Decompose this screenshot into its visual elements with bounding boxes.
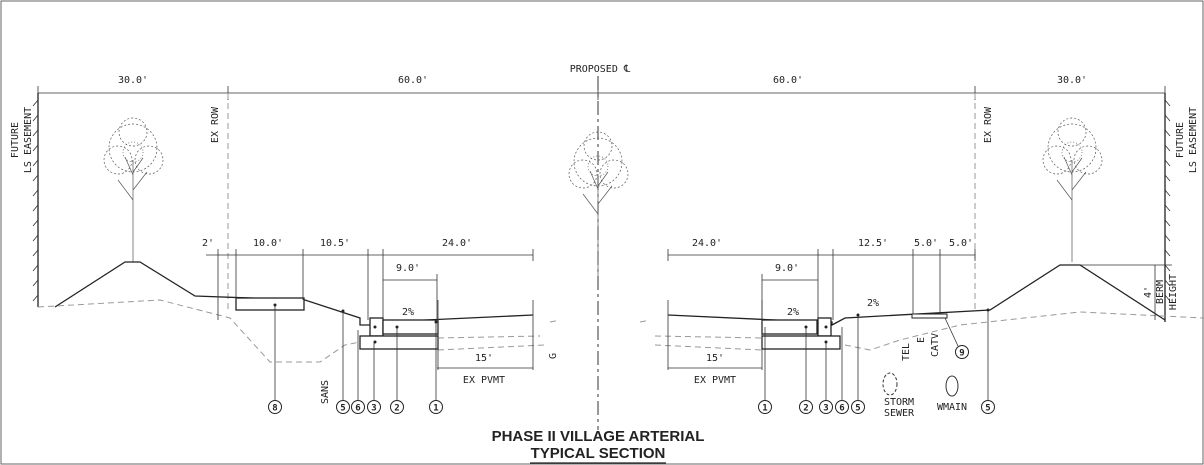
dim-label: 12.5' xyxy=(858,238,888,249)
berm-label: 4' xyxy=(1143,286,1154,298)
dim-label: 30.0' xyxy=(118,75,148,86)
dim-label: 60.0' xyxy=(398,75,428,86)
utility-label: WMAIN xyxy=(937,402,967,413)
easement-right: FUTURE LS EASEMENT xyxy=(1164,93,1199,322)
dim-label: EX PVMT xyxy=(694,375,736,386)
dim-label: 10.5' xyxy=(320,238,350,249)
dim-label: 15' xyxy=(706,353,724,364)
centerline-label: PROPOSED ℄ xyxy=(570,64,631,75)
dim-label: 5.0' xyxy=(949,238,973,249)
dim-label: 5.0' xyxy=(914,238,938,249)
berm-height: 4' BERM HEIGHT xyxy=(1080,264,1179,320)
dim-label: 15' xyxy=(475,353,493,364)
dim-label: 24.0' xyxy=(692,238,722,249)
title-line: TYPICAL SECTION xyxy=(531,445,666,462)
row-label: EX ROW xyxy=(983,106,994,143)
tree xyxy=(103,117,164,262)
easement-label: LS EASEMENT xyxy=(1188,107,1199,173)
callout: 1 xyxy=(762,404,767,414)
berm-label: HEIGHT xyxy=(1168,274,1179,310)
slope-label: 2% xyxy=(402,307,414,318)
dim-label: 24.0' xyxy=(442,238,472,249)
left-dimensions: 2' 10.0' 10.5' 24.0' 9.0' 2% 15' EX PVMT xyxy=(202,238,534,386)
callout: 3 xyxy=(371,404,376,414)
callout: 5 xyxy=(855,404,860,414)
easement-label: FUTURE xyxy=(10,122,21,158)
callout: 8 xyxy=(272,404,277,414)
dim-label: 9.0' xyxy=(775,263,799,274)
callout: 5 xyxy=(985,404,990,414)
callout: 9 xyxy=(959,349,964,359)
callout: 2 xyxy=(394,404,399,414)
easement-label: LS EASEMENT xyxy=(23,107,34,173)
callout: 6 xyxy=(839,404,844,414)
right-callouts: 1 2 3 6 5 9 5 xyxy=(758,310,995,414)
slope-label: 2% xyxy=(867,298,879,309)
utilities: SANS TEL E CATV STORM SEWER WMAIN xyxy=(320,333,967,419)
berm-label: BERM xyxy=(1155,280,1166,304)
utility-label: CATV xyxy=(930,333,941,357)
median-label: G xyxy=(548,353,559,359)
slope-label: 2% xyxy=(787,307,799,318)
dim-label: 30.0' xyxy=(1057,75,1087,86)
easement-label: FUTURE xyxy=(1175,122,1186,158)
dim-label: EX PVMT xyxy=(463,375,505,386)
row-label: EX ROW xyxy=(210,106,221,143)
section-right xyxy=(639,264,1204,370)
title-line: PHASE II VILLAGE ARTERIAL xyxy=(492,428,705,445)
callout: 6 xyxy=(355,404,360,414)
utility-label: E xyxy=(916,337,927,343)
utility-label: STORM xyxy=(884,397,914,408)
utility-label: TEL xyxy=(901,343,912,361)
dim-label: 10.0' xyxy=(253,238,283,249)
dim-label: 60.0' xyxy=(773,75,803,86)
dim-label: 9.0' xyxy=(396,263,420,274)
right-dimensions: 24.0' 9.0' 2% 12.5' 5.0' 5.0' 2% 15' EX … xyxy=(667,238,976,386)
callout: 2 xyxy=(803,404,808,414)
easement-left: FUTURE LS EASEMENT xyxy=(10,93,39,307)
utility-label: SEWER xyxy=(884,408,915,419)
utility-label: SANS xyxy=(320,380,331,404)
top-dimensions: 30.0' 60.0' 60.0' 30.0' xyxy=(37,75,1166,100)
callout: 5 xyxy=(340,404,345,414)
left-callouts: 8 5 6 3 2 1 xyxy=(268,305,443,414)
callout: 3 xyxy=(823,404,828,414)
drawing-title: PHASE II VILLAGE ARTERIAL TYPICAL SECTIO… xyxy=(492,428,705,464)
dim-label: 2' xyxy=(202,238,214,249)
callout: 1 xyxy=(433,404,438,414)
